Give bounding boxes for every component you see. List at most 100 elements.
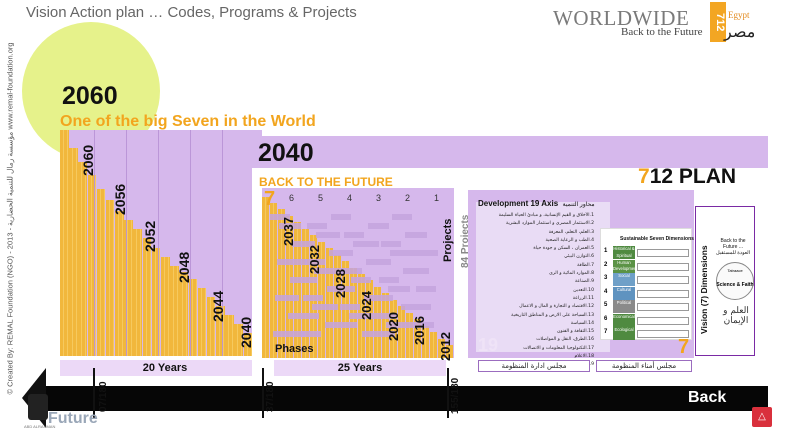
brand-tagline: Back to the Future bbox=[621, 26, 703, 38]
project-block bbox=[277, 259, 307, 265]
bar-2040 bbox=[430, 332, 438, 358]
vision-label: Vision (7) Dimensions bbox=[699, 245, 709, 334]
vyear-2060: 2060 bbox=[80, 144, 96, 176]
dev-axis-item: 14.السياسة bbox=[570, 320, 594, 326]
project-block bbox=[314, 268, 346, 274]
bar-2040 bbox=[326, 248, 334, 358]
vyear-2037: 2037 bbox=[281, 217, 296, 246]
mark-155-180: 155/180 bbox=[450, 377, 461, 414]
seven-mark: 7 bbox=[264, 188, 276, 210]
bar-2060 bbox=[96, 188, 106, 356]
dev-axis-item: 12.الاقتصاد و التجارة و المال و الاعمال bbox=[519, 304, 594, 310]
bar-2040 bbox=[446, 345, 454, 358]
back-label: Back bbox=[688, 389, 727, 406]
phase-3: 3 bbox=[376, 193, 382, 203]
bar-2060 bbox=[105, 200, 115, 356]
bar-2040 bbox=[414, 319, 422, 358]
project-block bbox=[342, 268, 362, 274]
project-block bbox=[288, 313, 319, 319]
brand-number: 712 bbox=[710, 2, 726, 42]
bar-2060 bbox=[78, 161, 87, 356]
project-block bbox=[307, 223, 327, 229]
dev-axis-item: 13.السياحة على الارض و المناطق التاريخية bbox=[511, 312, 594, 318]
dimension-label: Political bbox=[613, 300, 635, 313]
dimension-text bbox=[637, 262, 689, 271]
dimension-text bbox=[637, 249, 689, 257]
bars-2060 bbox=[60, 130, 262, 356]
plan-712-rest: 12 PLAN bbox=[649, 165, 737, 188]
dev-axis-item: 5.العمران ، السكن و جودة حياة bbox=[533, 246, 594, 252]
project-block bbox=[305, 259, 325, 265]
science-faith-ar: العلم و الإيمان bbox=[723, 306, 749, 326]
bar-2060 bbox=[188, 279, 198, 356]
year-2040: 2040 bbox=[258, 139, 314, 167]
phase-2: 2 bbox=[405, 193, 411, 203]
dimension-text bbox=[637, 330, 689, 338]
project-block bbox=[379, 277, 399, 283]
dev-axis-item: 6.التوازن البيئي bbox=[564, 254, 594, 260]
bar-2040 bbox=[374, 286, 382, 358]
dimension-label: Ecological bbox=[613, 327, 635, 340]
dimension-num: 2 bbox=[604, 261, 608, 268]
dimension-row: 1 Historical & Spiritual bbox=[604, 246, 690, 260]
project-block bbox=[362, 331, 395, 337]
dimension-num: 6 bbox=[604, 315, 608, 322]
bar-2040 bbox=[262, 196, 270, 358]
bar-2060 bbox=[206, 297, 216, 356]
project-block bbox=[381, 241, 401, 247]
warning-icon[interactable]: △ bbox=[752, 407, 772, 427]
project-block bbox=[270, 214, 290, 220]
mark-07-180: 07/180 bbox=[98, 381, 109, 412]
dev-axis-item: 3.العلم، التعلم، المعرفة bbox=[548, 229, 594, 235]
vyear-2016: 2016 bbox=[412, 316, 427, 345]
dimension-row: 7 Ecological bbox=[604, 327, 690, 341]
project-block bbox=[329, 250, 353, 256]
project-block bbox=[418, 250, 438, 256]
future-label: Future bbox=[48, 410, 98, 427]
bar-2060 bbox=[216, 306, 225, 356]
dimension-row: 4 Cultural bbox=[604, 286, 690, 301]
dimension-label: Social bbox=[613, 273, 635, 286]
bottom-19: 19 bbox=[478, 335, 499, 355]
bar-2060 bbox=[142, 238, 152, 356]
tick-37-180 bbox=[262, 368, 264, 418]
project-block bbox=[279, 223, 301, 229]
bar-2040 bbox=[390, 299, 398, 358]
bar-2040 bbox=[270, 202, 278, 358]
mark-37-180: 37/180 bbox=[265, 381, 276, 412]
project-block bbox=[390, 250, 418, 256]
span-25-years: 25 Years bbox=[274, 360, 446, 376]
dev-axis-item: 10.التعدين bbox=[573, 287, 594, 293]
project-block bbox=[366, 259, 391, 265]
dev-axis-item: 11.الزراعة bbox=[572, 295, 594, 301]
dimension-row: 3 Social bbox=[604, 273, 690, 287]
bar-2040 bbox=[302, 228, 310, 358]
project-block bbox=[327, 286, 355, 292]
bar-2040 bbox=[286, 215, 294, 358]
bar-2060 bbox=[115, 211, 124, 356]
project-block bbox=[401, 304, 431, 310]
project-block bbox=[292, 241, 315, 247]
project-block bbox=[325, 322, 357, 328]
dimension-label: Human Development bbox=[613, 259, 638, 273]
dev-axis-item: 2.الاستثمار المصري و استثمار الموارد الب… bbox=[505, 221, 594, 227]
panel-2040-band bbox=[248, 136, 768, 170]
project-block bbox=[364, 295, 393, 301]
project-block bbox=[275, 295, 299, 301]
dimension-label: Historical & Spiritual bbox=[613, 246, 635, 259]
dimension-row: 2 Human Development bbox=[604, 259, 690, 274]
dimension-row: 5 Political bbox=[604, 300, 690, 314]
dev-axis-list: 1.الأخلاق و القيم الإنسانية، و مبادئ الح… bbox=[472, 212, 594, 370]
science-faith-circle bbox=[716, 262, 754, 300]
project-block bbox=[377, 313, 397, 319]
bar-2060 bbox=[197, 288, 207, 356]
dimension-text bbox=[637, 316, 689, 325]
vyear-2028: 2028 bbox=[333, 269, 348, 298]
bar-2060 bbox=[234, 324, 244, 356]
bar-2040 bbox=[438, 338, 446, 358]
bar-2040 bbox=[406, 312, 414, 358]
phases-label: Phases bbox=[275, 343, 314, 355]
project-block bbox=[386, 322, 416, 328]
bar-2040 bbox=[366, 280, 374, 358]
dimension-label: Economical bbox=[613, 313, 635, 327]
